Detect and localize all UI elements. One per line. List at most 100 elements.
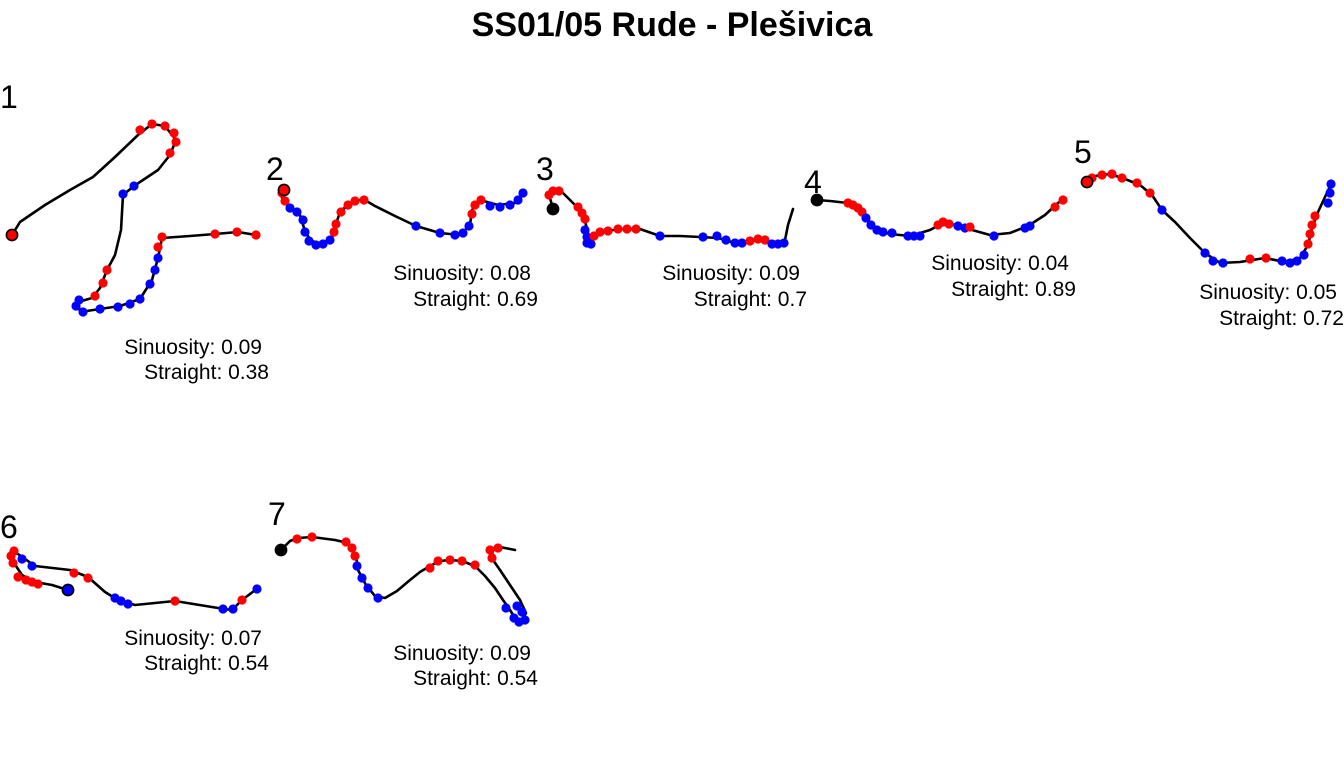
route-point — [251, 230, 261, 240]
start-marker — [274, 543, 288, 557]
route-point — [1058, 195, 1068, 205]
route-point — [350, 551, 360, 561]
route-point — [363, 583, 373, 593]
route-point — [1285, 258, 1295, 268]
route-point — [580, 214, 590, 224]
sinuosity-label: Sinuosity: 0.09 — [393, 642, 531, 665]
straight-label: Straight: 0.69 — [413, 288, 538, 311]
route-panel: 3 Sinuosity: 0.09 Straight: 0.7 — [536, 151, 807, 311]
route-point — [613, 224, 623, 234]
route-point — [228, 604, 238, 614]
sinuosity-label: Sinuosity: 0.08 — [393, 262, 531, 285]
panel-number: 2 — [266, 151, 284, 187]
route-point — [318, 239, 328, 249]
route-point — [280, 196, 290, 206]
route-point — [116, 596, 126, 606]
route-point — [292, 534, 302, 544]
route-point — [304, 236, 314, 246]
route-point — [1299, 250, 1309, 260]
route-point — [307, 532, 317, 542]
route-point — [285, 203, 295, 213]
route-point — [329, 227, 339, 237]
route-point — [760, 235, 770, 245]
route-point — [298, 215, 308, 225]
route-point — [915, 231, 925, 241]
route-point — [336, 207, 346, 217]
route-point — [13, 572, 23, 582]
route-point — [157, 232, 167, 242]
route-point — [160, 121, 170, 131]
panel-number: 5 — [1074, 134, 1092, 170]
route-point — [357, 573, 367, 583]
straight-label: Straight: 0.7 — [694, 288, 807, 311]
route-panel: 5 Sinuosity: 0.05 Straight: 0.72 — [1074, 134, 1344, 330]
start-marker — [546, 202, 560, 216]
route-point — [71, 301, 81, 311]
route-point — [712, 231, 722, 241]
route-point — [411, 221, 421, 231]
sinuosity-label: Sinuosity: 0.04 — [931, 252, 1069, 275]
route-point — [580, 225, 590, 235]
route-point — [69, 568, 79, 578]
route-point — [1050, 202, 1060, 212]
route-line — [280, 188, 526, 247]
route-point — [445, 555, 455, 565]
route-point — [603, 226, 613, 236]
route-point — [1097, 170, 1107, 180]
route-point — [470, 560, 480, 570]
route-point — [252, 584, 262, 594]
route-point — [170, 596, 180, 606]
route-point — [113, 302, 123, 312]
route-point — [6, 551, 16, 561]
route-point — [1200, 248, 1210, 258]
route-point — [237, 595, 247, 605]
straight-label: Straight: 0.38 — [144, 361, 269, 384]
chart-title: SS01/05 Rude - Plešivica — [472, 6, 874, 44]
straight-label: Straight: 0.54 — [413, 667, 538, 690]
straight-label: Straight: 0.72 — [1219, 307, 1344, 330]
start-marker — [1080, 175, 1094, 189]
route-point — [350, 196, 360, 206]
route-point — [78, 307, 88, 317]
route-point — [83, 573, 93, 583]
sinuosity-label: Sinuosity: 0.09 — [124, 336, 262, 359]
sinuosity-label: Sinuosity: 0.05 — [1199, 281, 1337, 304]
route-point — [1277, 256, 1287, 266]
route-point — [595, 227, 605, 237]
route-point — [513, 195, 523, 205]
route-point — [210, 229, 220, 239]
route-point — [944, 219, 954, 229]
route-point — [1107, 169, 1117, 179]
route-point — [505, 200, 515, 210]
route-point — [169, 128, 179, 138]
route-point — [118, 189, 128, 199]
route-point — [512, 601, 522, 611]
route-point — [495, 202, 505, 212]
route-point — [1303, 239, 1313, 249]
panel-number: 4 — [804, 164, 822, 200]
route-point — [165, 148, 175, 158]
route-panel: 4 Sinuosity: 0.04 Straight: 0.89 — [804, 164, 1076, 301]
route-point — [153, 253, 163, 263]
route-point — [33, 579, 43, 589]
route-point — [520, 615, 530, 625]
panel-number: 6 — [0, 509, 18, 545]
route-point — [1208, 256, 1218, 266]
route-point — [145, 279, 155, 289]
route-point — [1218, 258, 1228, 268]
route-point — [721, 235, 731, 245]
route-point — [485, 201, 495, 211]
route-point — [737, 238, 747, 248]
route-point — [352, 561, 362, 571]
route-point — [343, 200, 353, 210]
route-point — [90, 291, 100, 301]
route-point — [135, 125, 145, 135]
route-point — [1145, 188, 1155, 198]
route-line — [10, 122, 258, 314]
route-point — [135, 294, 145, 304]
route-point — [518, 188, 528, 198]
route-point — [1305, 229, 1315, 239]
route-point — [218, 604, 228, 614]
